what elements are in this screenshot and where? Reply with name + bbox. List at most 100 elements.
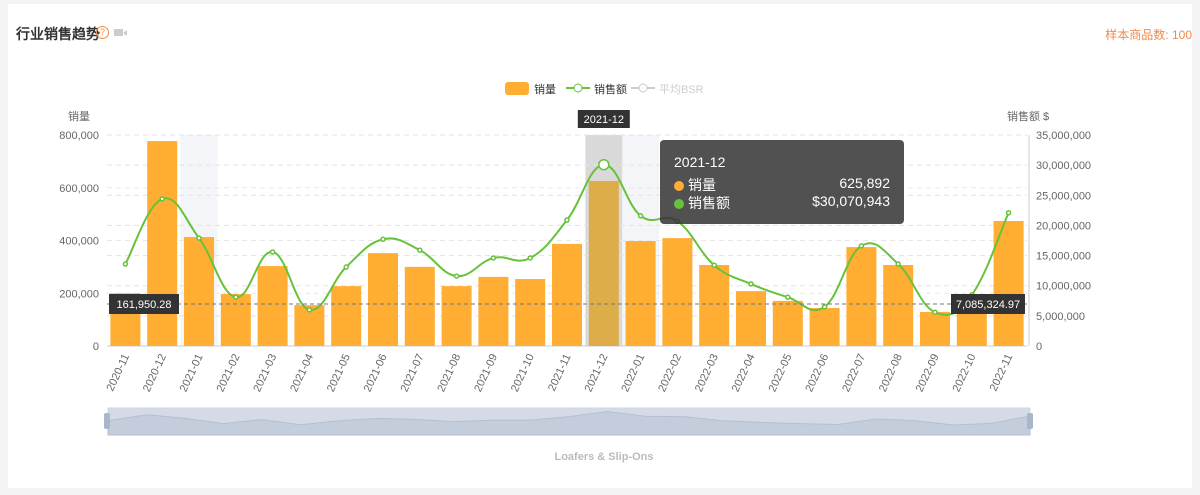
bar-2021-08	[441, 286, 472, 346]
line-point-2020-12	[159, 196, 165, 202]
line-point-2021-04	[306, 307, 313, 313]
crosshair-label-right: 7,085,324.97	[956, 299, 1020, 311]
x-tick: 2022-06	[803, 352, 831, 394]
line-point-2021-05	[343, 264, 349, 270]
y-axis-label-left: 销量	[68, 109, 90, 123]
bar-2021-06	[368, 253, 398, 346]
x-tick: 2021-12	[583, 352, 611, 394]
line-point-2021-08	[453, 273, 460, 279]
bar-2022-11	[993, 220, 1024, 346]
line-point-2021-03	[269, 249, 276, 255]
tooltip-value: $30,070,943	[812, 193, 890, 209]
x-tick: 2021-06	[362, 352, 390, 394]
bar-2021-05	[331, 286, 362, 346]
tooltip-name: 销售额	[688, 195, 730, 211]
legend-bsr-dot	[638, 83, 648, 93]
y-tick-right: 0	[1036, 341, 1042, 353]
x-tick: 2021-09	[472, 352, 500, 394]
x-tick: 2022-05	[767, 352, 795, 394]
line-point-2021-02	[233, 294, 239, 300]
legend-label: 平均BSR	[659, 83, 704, 96]
datazoom-label[interactable]: Loafers & Slip-Ons	[554, 451, 653, 463]
datazoom-handle-left[interactable]	[104, 413, 110, 429]
video-icon[interactable]	[114, 29, 127, 36]
x-tick: 2021-08	[435, 352, 463, 394]
y-tick-left: 800,000	[59, 130, 99, 142]
line-point-2021-09	[490, 255, 497, 261]
bar-2022-03	[699, 265, 730, 346]
line-point-2022-11	[1005, 210, 1012, 216]
legend-bar-icon	[505, 82, 529, 95]
x-tick: 2022-04	[730, 352, 758, 394]
line-point-2022-01	[637, 213, 644, 219]
x-tick: 2022-03	[693, 352, 721, 394]
line-point-2022-07	[858, 243, 865, 249]
x-tick: 2022-09	[914, 352, 942, 394]
bar-2022-09	[920, 311, 950, 346]
y-tick-right: 10,000,000	[1036, 281, 1091, 293]
bar-2022-02	[662, 238, 693, 346]
tooltip-row: 销量 625,892	[674, 175, 890, 193]
bar-2021-01	[184, 237, 214, 346]
bar-2021-09	[478, 276, 509, 346]
x-tick: 2020-11	[105, 352, 133, 393]
bar-2021-07	[404, 266, 435, 346]
line-point-2021-11	[564, 217, 570, 223]
legend-label: 销售额	[594, 82, 627, 96]
crosshair-label-right-bg	[951, 294, 1025, 314]
line-point-2022-03	[711, 262, 717, 268]
line-point-2022-05	[785, 294, 791, 300]
legend-line-dot	[573, 83, 583, 93]
datazoom-handle-right[interactable]	[1027, 413, 1033, 429]
help-icon[interactable]: ?	[96, 26, 109, 39]
x-tick: 2022-07	[840, 352, 868, 394]
x-tick: 2021-05	[325, 352, 353, 394]
line-point-2021-10	[527, 255, 533, 261]
crosshair-label-left-bg	[109, 294, 179, 314]
y-tick-right: 35,000,000	[1036, 130, 1091, 142]
y-tick-left: 400,000	[59, 236, 99, 248]
sample-count: 样本商品数: 100	[1105, 28, 1192, 42]
tooltip-value: 625,892	[839, 175, 890, 191]
x-tick: 2022-01	[619, 352, 647, 394]
bar-dot-icon	[674, 181, 684, 191]
line-point-2021-12	[598, 158, 610, 171]
y-tick-right: 30,000,000	[1036, 160, 1091, 172]
y-tick-right: 5,000,000	[1036, 311, 1085, 323]
y-tick-left: 200,000	[59, 288, 99, 300]
line-point-2021-07	[417, 247, 423, 253]
crosshair-label-x: 2021-12	[584, 114, 624, 126]
bar-2022-05	[772, 300, 803, 346]
bar-2021-03	[257, 266, 288, 346]
line-point-2020-11	[122, 261, 129, 267]
y-tick-left: 600,000	[59, 183, 99, 195]
tooltip-row: 销售额 $30,070,943	[674, 193, 890, 211]
y-tick-right: 20,000,000	[1036, 220, 1091, 232]
page-title: 行业销售趋势	[16, 26, 100, 42]
x-tick: 2022-08	[877, 352, 905, 394]
x-tick: 2021-01	[178, 352, 206, 394]
datazoom-preview[interactable]	[107, 411, 1031, 436]
line-point-2021-06	[380, 236, 386, 243]
bar-2022-04	[736, 291, 766, 346]
bar-2021-02	[220, 294, 251, 346]
x-tick: 2021-02	[215, 352, 243, 394]
tooltip-date: 2021-12	[674, 154, 726, 170]
x-tick: 2022-11	[988, 352, 1016, 393]
x-tick: 2021-03	[251, 352, 279, 394]
bar-2022-07	[846, 247, 877, 346]
line-point-2022-08	[895, 261, 901, 267]
x-tick: 2020-12	[141, 352, 169, 394]
line-point-2022-09	[932, 309, 938, 315]
x-tick: 2021-07	[399, 352, 427, 394]
legend-label: 销量	[534, 82, 556, 96]
x-tick: 2021-04	[288, 352, 316, 394]
x-tick: 2021-11	[546, 352, 574, 393]
line-dot-icon	[674, 199, 684, 209]
line-point-2021-01	[196, 235, 202, 241]
bar-2020-12	[147, 141, 178, 346]
bar-2022-06	[809, 308, 840, 346]
crosshair-label-x-bg	[577, 110, 630, 128]
y-axis-label-right: 销售额 $	[1007, 109, 1049, 123]
